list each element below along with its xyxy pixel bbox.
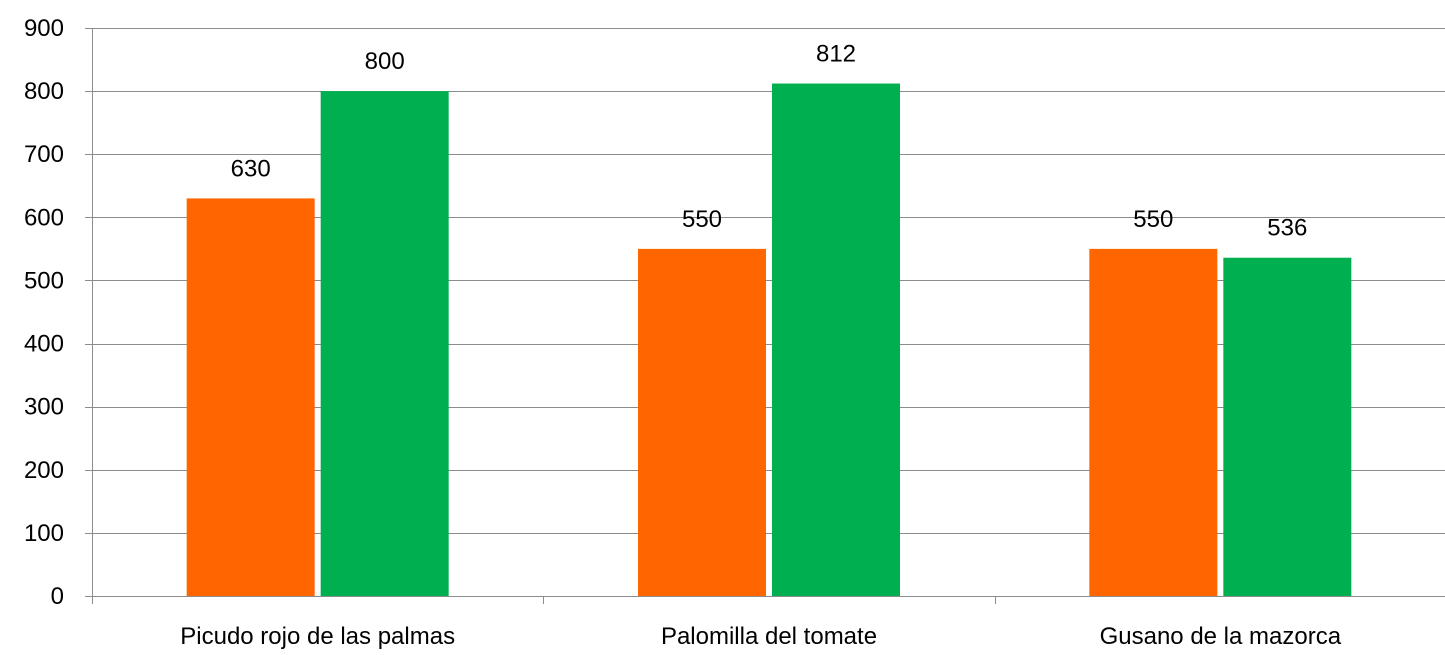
bar-series1-3 (1089, 248, 1218, 596)
y-tick-label: 700 (24, 141, 64, 168)
gridlines (92, 28, 1445, 534)
bar-series1-2 (638, 248, 766, 596)
y-tick-label: 800 (24, 78, 64, 105)
labels: 0 100 200 300 400 500 600 700 800 900 630 800 Picudo… (24, 15, 1342, 650)
x-category-label: Picudo rojo de las palmas (180, 623, 455, 650)
y-tick-label: 400 (24, 331, 64, 358)
data-label: 550 (682, 206, 722, 233)
data-label: 536 (1267, 215, 1307, 242)
y-tick-label: 200 (24, 457, 64, 484)
data-label: 812 (816, 41, 856, 68)
bar-series2-3 (1223, 257, 1352, 596)
y-tick-label: 0 (51, 583, 64, 610)
axes (85, 28, 1445, 604)
data-label: 800 (365, 48, 405, 75)
y-tick-label: 600 (24, 204, 64, 231)
y-tick-label: 100 (24, 520, 64, 547)
y-tick-label: 500 (24, 267, 64, 294)
y-tick-label: 300 (24, 394, 64, 421)
x-category-label: Palomilla del tomate (661, 623, 877, 650)
bar-series2-2 (772, 83, 900, 596)
data-label: 630 (231, 155, 271, 182)
bar-series1-1 (186, 198, 315, 596)
data-label: 550 (1133, 206, 1173, 233)
y-tick-label: 900 (24, 15, 64, 42)
x-category-label: Gusano de la mazorca (1100, 623, 1342, 650)
bar-series2-1 (320, 91, 449, 596)
bars (186, 83, 1352, 596)
